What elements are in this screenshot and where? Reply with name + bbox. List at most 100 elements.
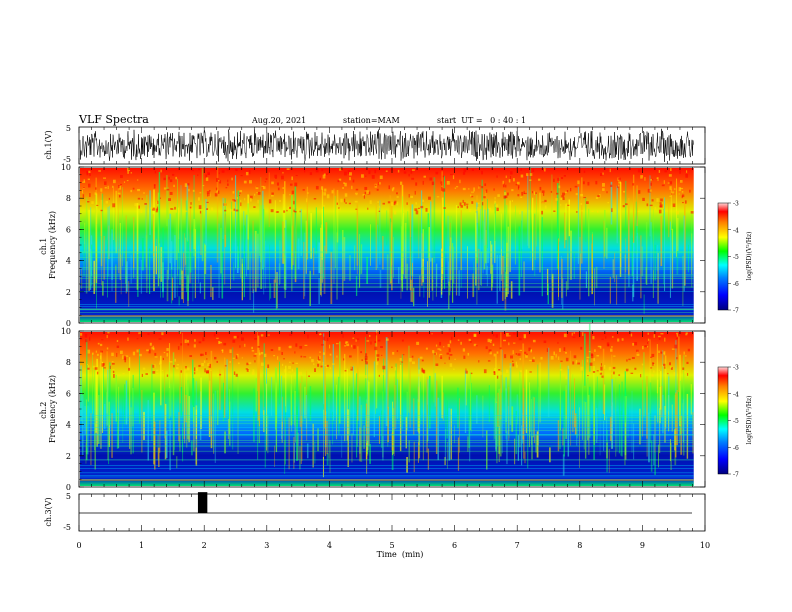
spectrogram-streak [306, 186, 309, 260]
spectrogram-speckle [344, 370, 347, 372]
spectrogram-streak [366, 256, 368, 284]
spectrogram-speckle [511, 200, 514, 202]
spectrogram-speckle [660, 333, 664, 335]
spectrogram-streak [616, 185, 618, 244]
spectrogram-streak [342, 229, 344, 295]
spectrogram-speckle [354, 192, 358, 194]
spectrogram-speckle [281, 352, 283, 355]
x-tick-label: 1 [139, 541, 144, 550]
spectrogram-streak [625, 238, 627, 273]
spectrogram-speckle [256, 191, 258, 194]
spectrogram-speckle [249, 180, 252, 184]
spectrogram-streak [177, 207, 179, 253]
spectrogram-streak [387, 360, 389, 408]
spectrogram-streak [383, 358, 384, 401]
spectrogram-speckle [508, 179, 511, 183]
spectrogram-speckle [244, 198, 246, 201]
spectrogram-speckle [180, 370, 183, 373]
spectrogram-speckle [141, 198, 143, 200]
spectrogram-streak [449, 222, 451, 291]
spectrogram-streak [184, 233, 185, 267]
spectrogram-speckle [613, 371, 615, 375]
spectrogram-streak [504, 271, 506, 300]
spectrogram-speckle [611, 346, 613, 348]
spectrogram-speckle [159, 197, 161, 199]
spectrogram-speckle [603, 364, 606, 369]
spectrogram-speckle [227, 179, 229, 183]
spectrogram-speckle [204, 368, 206, 373]
spectrogram-speckle [377, 358, 379, 361]
spectrogram-streak [100, 199, 103, 267]
spectrogram-speckle [122, 355, 124, 360]
spectrogram-speckle [320, 334, 322, 336]
spectrogram-streak [444, 456, 446, 466]
spectrogram-streak [153, 189, 155, 292]
spectrogram-speckle [153, 364, 156, 368]
spectrogram-streak [273, 279, 276, 299]
spectrogram-speckle [489, 340, 492, 343]
spectrogram-streak [168, 219, 169, 280]
spectrogram-speckle [364, 186, 368, 190]
spectrogram-speckle [667, 182, 670, 184]
spectrogram-streak [577, 186, 579, 264]
spectrogram-speckle [132, 187, 135, 190]
spectrogram-speckle [523, 190, 525, 194]
spectrogram-streak [81, 394, 84, 456]
colorbar-tick-label: -3 [733, 365, 739, 372]
spectrogram-streak [668, 395, 670, 432]
spectrogram-streak [393, 376, 395, 456]
spectrogram-speckle [468, 338, 471, 342]
spectrogram-streak [195, 447, 197, 465]
spectrogram-speckle [132, 351, 136, 356]
spectrogram-speckle [618, 184, 620, 187]
spectrogram-speckle [681, 194, 685, 198]
spectrogram-speckle [637, 210, 640, 213]
spectrogram-streak [499, 388, 502, 457]
spectrogram-streak [497, 392, 499, 427]
spectrogram-streak [159, 355, 162, 406]
spectrogram-streak [164, 369, 166, 439]
spectrogram-streak [611, 379, 613, 449]
spectrogram-speckle [324, 188, 327, 192]
spectrogram-streak [562, 428, 564, 446]
spectrogram-streak [609, 276, 611, 304]
spectrogram-streak [386, 210, 388, 246]
spectrogram-speckle [355, 188, 359, 191]
spectrogram-speckle [647, 341, 649, 344]
spectrogram-streak [495, 402, 497, 452]
spectrogram-speckle [411, 177, 415, 180]
spectrogram-streak [85, 442, 87, 464]
spectrogram-speckle [471, 191, 475, 193]
spectrogram-speckle [663, 363, 666, 366]
spectrogram-streak [485, 251, 488, 275]
spectrogram-streak [216, 166, 219, 263]
spectrogram-streak [567, 208, 569, 267]
spectrogram-speckle [216, 360, 218, 363]
spectrogram-streak [156, 238, 158, 274]
spectrogram-streak [255, 378, 257, 412]
spectrogram-speckle [166, 188, 170, 191]
spectrogram-speckle [563, 175, 566, 177]
spectrogram-streak [670, 189, 672, 231]
spectrogram-streak [504, 190, 506, 287]
spectrogram-streak [198, 245, 199, 284]
spectrogram-streak [501, 348, 503, 393]
spectrogram-speckle [345, 202, 347, 204]
spectrogram-streak [219, 369, 221, 410]
spectrogram-streak [532, 197, 534, 271]
spectrogram-streak [167, 187, 169, 274]
spectrogram-streak [160, 247, 163, 282]
spectrogram-streak [274, 366, 276, 430]
spectrogram-speckle [267, 334, 270, 336]
spectrogram-speckle [289, 345, 292, 349]
spectrogram-speckle [107, 185, 109, 190]
spectrogram-streak [85, 197, 88, 294]
spectrogram-speckle [127, 337, 129, 341]
spectrogram-speckle [344, 193, 348, 197]
spectrogram-speckle [96, 204, 99, 206]
spectrogram-speckle [88, 336, 91, 341]
spectrogram-speckle [606, 191, 608, 194]
spectrogram-streak [523, 261, 525, 292]
spectrogram-streak [534, 214, 536, 260]
spectrogram-streak [158, 243, 160, 279]
